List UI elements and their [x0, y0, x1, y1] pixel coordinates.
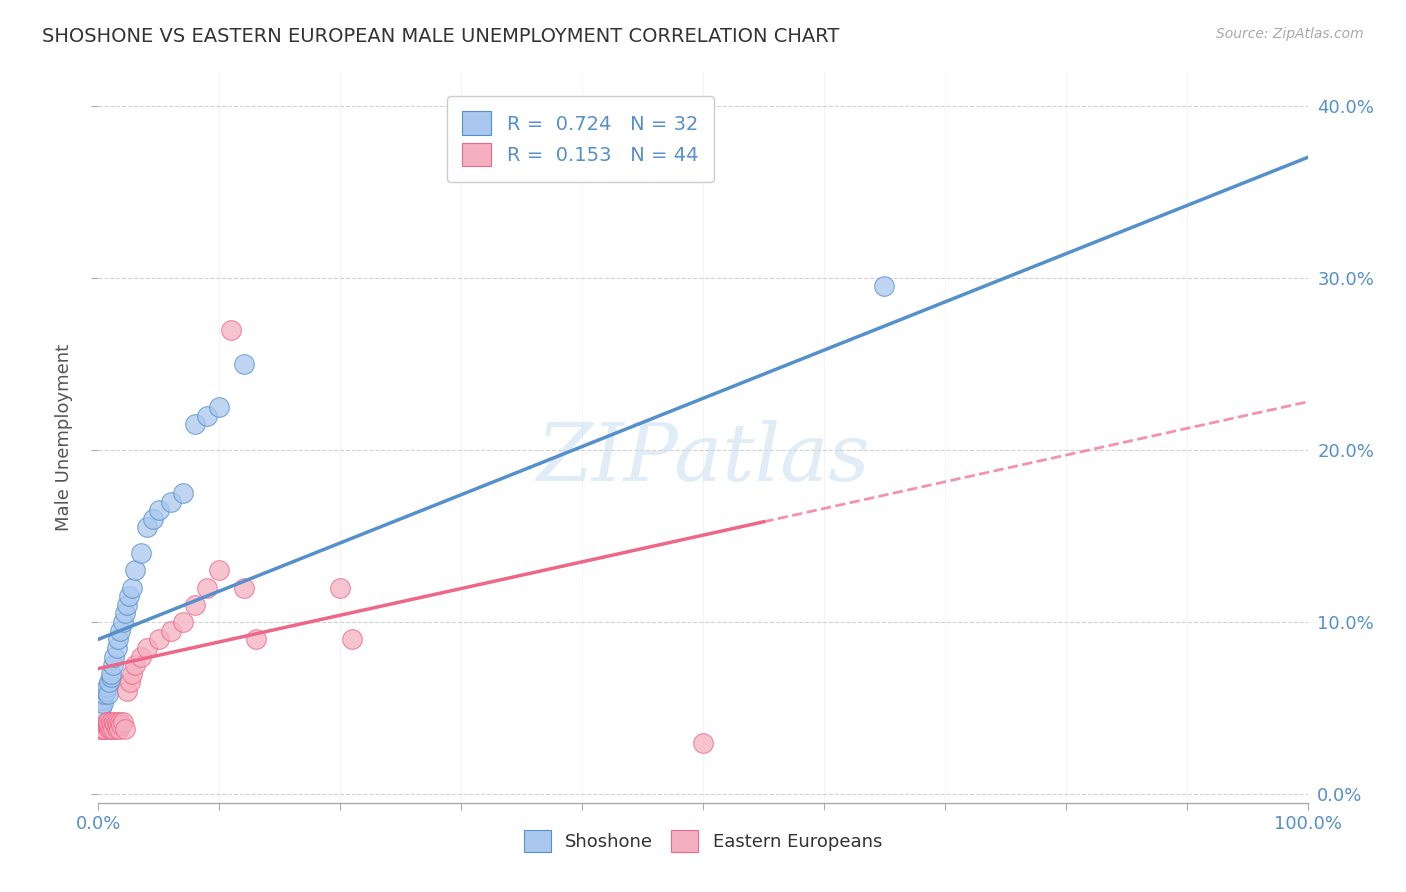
- Point: [93, 722, 115, 736]
- Point: [91, 692, 114, 706]
- Point: [107, 718, 129, 732]
- Point: [135, 640, 157, 655]
- Point: [98, 675, 121, 690]
- Point: [329, 581, 352, 595]
- Point: [135, 520, 157, 534]
- Point: [97, 718, 120, 732]
- Point: [110, 718, 132, 732]
- Point: [105, 714, 128, 729]
- Point: [108, 624, 131, 638]
- Point: [118, 675, 141, 690]
- Point: [121, 581, 143, 595]
- Point: [103, 714, 125, 729]
- Point: [105, 640, 128, 655]
- Text: SHOSHONE VS EASTERN EUROPEAN MALE UNEMPLOYMENT CORRELATION CHART: SHOSHONE VS EASTERN EUROPEAN MALE UNEMPL…: [42, 27, 839, 45]
- Point: [208, 564, 231, 578]
- Point: [142, 512, 165, 526]
- Point: [98, 722, 121, 736]
- Point: [101, 658, 124, 673]
- Point: [148, 503, 170, 517]
- Point: [93, 687, 115, 701]
- Point: [873, 279, 896, 293]
- Point: [160, 494, 183, 508]
- Point: [100, 666, 122, 681]
- Point: [184, 417, 207, 432]
- Point: [101, 722, 124, 736]
- Point: [129, 546, 152, 560]
- Point: [90, 722, 112, 736]
- Legend: Shoshone, Eastern Europeans: Shoshone, Eastern Europeans: [516, 823, 890, 860]
- Point: [97, 714, 120, 729]
- Point: [98, 718, 121, 732]
- Point: [121, 666, 143, 681]
- Point: [108, 714, 131, 729]
- Point: [96, 718, 118, 732]
- Point: [97, 687, 120, 701]
- Point: [342, 632, 364, 647]
- Point: [91, 722, 114, 736]
- Point: [117, 598, 139, 612]
- Text: Source: ZipAtlas.com: Source: ZipAtlas.com: [1216, 27, 1364, 41]
- Point: [208, 400, 231, 414]
- Point: [94, 718, 117, 732]
- Point: [114, 607, 136, 621]
- Point: [114, 722, 136, 736]
- Point: [160, 624, 183, 638]
- Point: [91, 722, 114, 736]
- Point: [172, 615, 194, 629]
- Point: [103, 649, 125, 664]
- Point: [117, 684, 139, 698]
- Point: [90, 701, 112, 715]
- Point: [94, 684, 117, 698]
- Point: [93, 722, 115, 736]
- Point: [245, 632, 267, 647]
- Point: [100, 718, 122, 732]
- Point: [148, 632, 170, 647]
- Point: [96, 714, 118, 729]
- Point: [195, 581, 218, 595]
- Point: [91, 696, 114, 710]
- Point: [124, 658, 146, 673]
- Point: [96, 681, 118, 695]
- Point: [124, 564, 146, 578]
- Point: [100, 722, 122, 736]
- Point: [692, 735, 714, 749]
- Point: [104, 718, 127, 732]
- Point: [232, 357, 254, 371]
- Y-axis label: Male Unemployment: Male Unemployment: [55, 343, 73, 531]
- Point: [221, 322, 243, 336]
- Point: [195, 409, 218, 423]
- Point: [108, 722, 131, 736]
- Point: [184, 598, 207, 612]
- Point: [232, 581, 254, 595]
- Point: [100, 670, 122, 684]
- Point: [172, 486, 194, 500]
- Point: [107, 632, 129, 647]
- Point: [105, 722, 128, 736]
- Text: ZIPatlas: ZIPatlas: [536, 420, 870, 498]
- Point: [100, 714, 122, 729]
- Point: [118, 589, 141, 603]
- Point: [129, 649, 152, 664]
- Point: [111, 615, 134, 629]
- Point: [111, 714, 134, 729]
